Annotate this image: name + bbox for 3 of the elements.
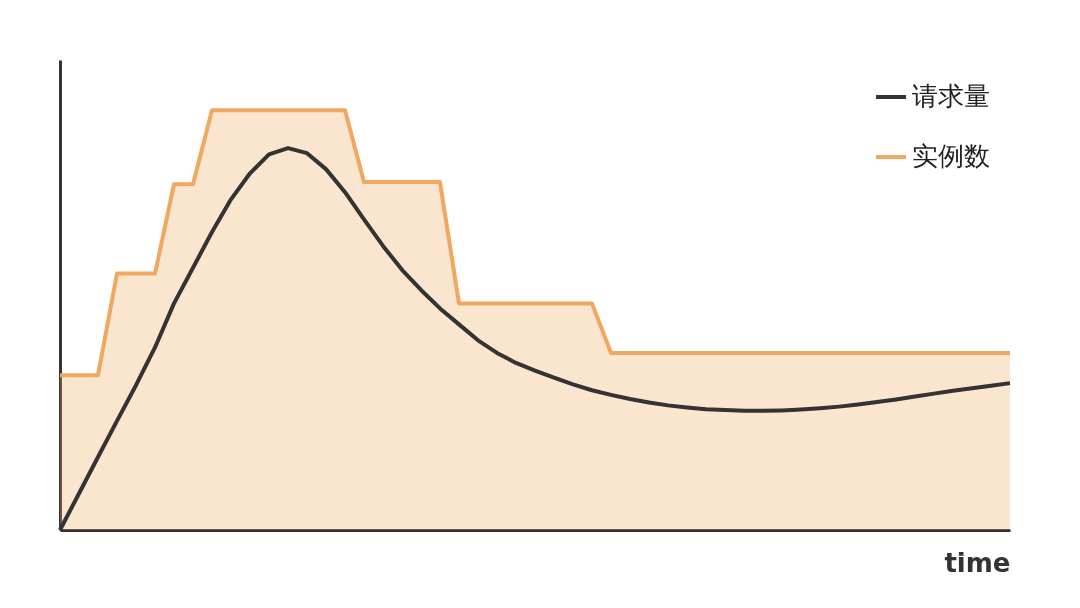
legend-label: 请求量 bbox=[912, 81, 990, 111]
legend-label: 实例数 bbox=[912, 141, 990, 171]
x-axis-title: time bbox=[944, 547, 1011, 578]
